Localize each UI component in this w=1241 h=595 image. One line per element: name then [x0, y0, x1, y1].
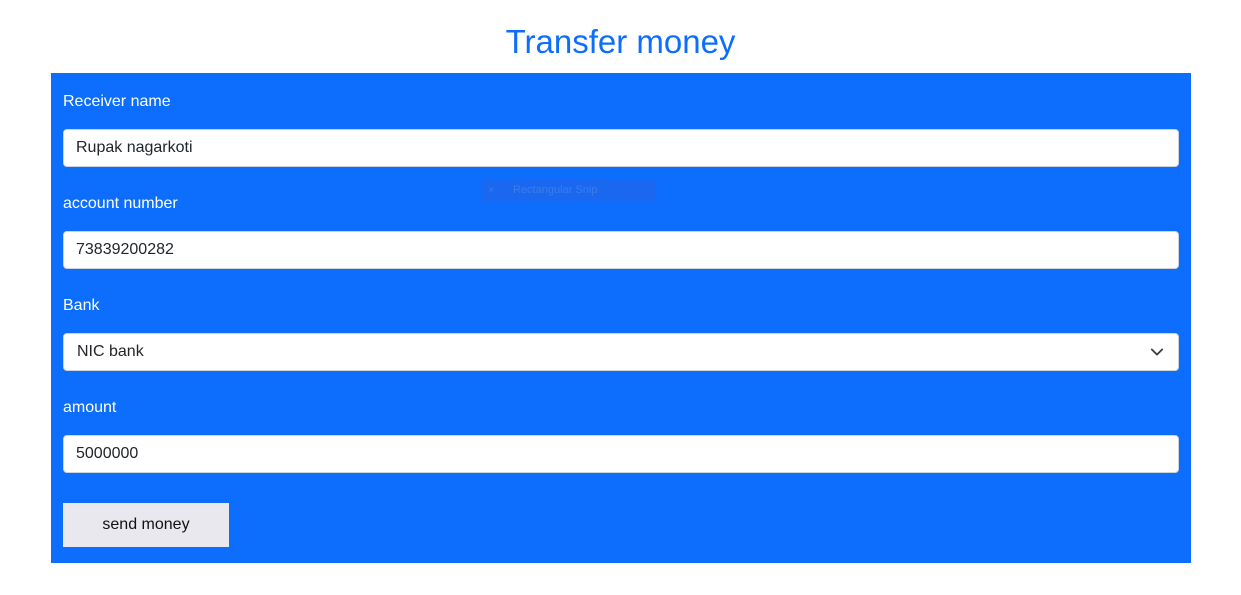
transfer-form: Receiver name account number Bank NIC ba…	[51, 73, 1191, 563]
chevron-down-icon	[1150, 348, 1164, 356]
bank-select[interactable]: NIC bank	[63, 333, 1179, 371]
receiver-name-label: Receiver name	[63, 93, 171, 110]
send-money-button[interactable]: send money	[63, 503, 229, 547]
bank-select-value: NIC bank	[77, 343, 144, 360]
amount-input[interactable]	[63, 435, 1179, 473]
account-number-label: account number	[63, 195, 178, 212]
snip-label: Rectangular Snip	[513, 184, 598, 196]
page-title: Transfer money	[505, 23, 736, 60]
bank-label: Bank	[63, 297, 100, 314]
rectangular-snip-overlay[interactable]: × Rectangular Snip	[481, 179, 655, 201]
close-icon[interactable]: ×	[488, 184, 494, 196]
receiver-name-input[interactable]	[63, 129, 1179, 167]
account-number-input[interactable]	[63, 231, 1179, 269]
amount-label: amount	[63, 399, 117, 416]
